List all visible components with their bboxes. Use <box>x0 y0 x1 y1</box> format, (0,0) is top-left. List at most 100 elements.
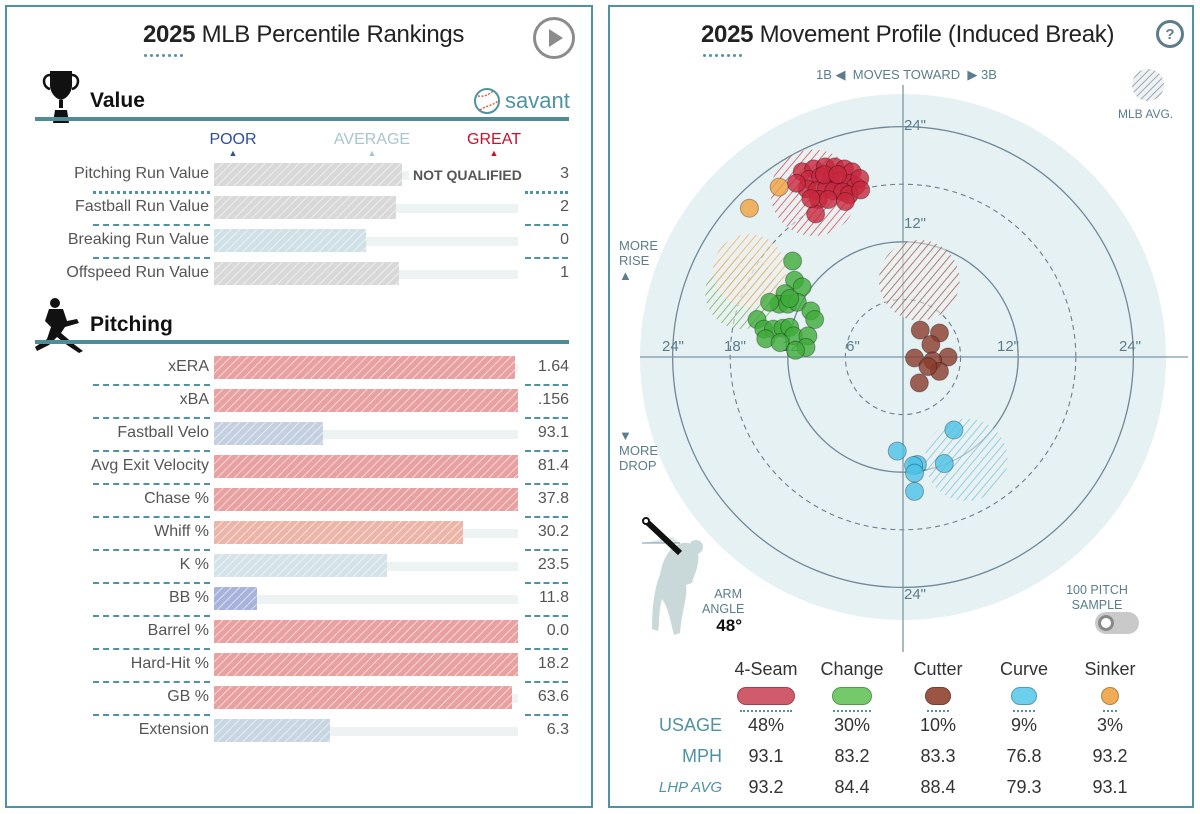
pitch-mph: 83.2 <box>834 746 870 766</box>
pitch-usage: 30% <box>833 715 871 735</box>
toggle-knob <box>1098 615 1114 631</box>
row-divider <box>525 615 568 617</box>
row-divider <box>525 191 568 194</box>
percentile-bar <box>214 389 518 412</box>
pitch-point-change[interactable] <box>783 251 803 271</box>
pitch-point-cutter[interactable] <box>909 373 929 393</box>
pitch-point-4-seam[interactable] <box>801 189 821 209</box>
help-button[interactable]: ? <box>1156 20 1184 48</box>
pitch-column-4-seam[interactable]: 4-Seam 48% 93.1 93.2 <box>721 652 811 802</box>
pitch-point-4-seam[interactable] <box>786 173 806 193</box>
mlb-avg-cutter <box>879 239 960 321</box>
pitch-mph: 83.3 <box>920 746 956 766</box>
metric-row[interactable]: GB % 63.6 <box>7 684 595 717</box>
pitch-point-sinker[interactable] <box>739 198 759 218</box>
pitch-lhp-avg: 93.2 <box>748 777 784 797</box>
metric-row[interactable]: Hard-Hit % 18.2 <box>7 651 595 684</box>
metric-label: BB % <box>168 589 209 606</box>
metric-row[interactable]: Offspeed Run Value 1 <box>7 260 595 293</box>
more-rise-label: MORE RISE ▲ <box>619 238 658 283</box>
pitch-point-sinker[interactable] <box>769 177 789 197</box>
metric-row[interactable]: Chase % 37.8 <box>7 486 595 519</box>
metric-label: Breaking Run Value <box>67 231 209 248</box>
arm-angle-label: ARM ANGLE <box>702 587 745 616</box>
play-button[interactable] <box>533 17 575 59</box>
row-divider <box>93 224 210 226</box>
pitch-point-curve[interactable] <box>934 454 954 474</box>
percentile-bar <box>214 163 402 186</box>
row-divider <box>93 450 210 452</box>
pitch-point-cutter[interactable] <box>921 335 941 355</box>
pitcher-icon <box>35 298 83 353</box>
pitch-point-change[interactable] <box>780 288 800 308</box>
metric-label: Whiff % <box>154 523 209 540</box>
percentile-track <box>214 727 518 736</box>
pitch-usage: 3% <box>1096 715 1123 735</box>
row-divider <box>93 714 210 716</box>
pitch-name: 4-Seam <box>734 659 798 679</box>
pitch-point-cutter[interactable] <box>905 348 925 368</box>
row-divider <box>525 483 568 485</box>
metric-row[interactable]: Avg Exit Velocity 81.4 <box>7 453 595 486</box>
pitch-point-curve[interactable] <box>944 420 964 440</box>
metric-row[interactable]: Barrel % 0.0 <box>7 618 595 651</box>
pitch-point-4-seam[interactable] <box>818 190 838 210</box>
percentile-bar <box>214 356 515 379</box>
metric-row[interactable]: Breaking Run Value 0 <box>7 227 595 260</box>
metric-value: .156 <box>537 391 569 408</box>
pitch-point-4-seam[interactable] <box>835 191 855 211</box>
pitch-point-curve[interactable] <box>905 463 925 483</box>
pitch-point-4-seam[interactable] <box>851 180 871 200</box>
metric-label: xBA <box>179 391 209 408</box>
metric-row[interactable]: BB % 11.8 <box>7 585 595 618</box>
usage-dots <box>833 710 871 712</box>
metric-row[interactable]: xERA 1.64 <box>7 354 595 387</box>
metric-row[interactable]: K % 23.5 <box>7 552 595 585</box>
mlb-avg-sinker <box>712 234 786 308</box>
arm-angle-value: 48° <box>716 616 742 635</box>
pitch-point-curve[interactable] <box>905 481 925 501</box>
arrow-right-icon: ▶ <box>967 67 978 82</box>
usage-dots <box>1013 710 1035 712</box>
metric-row[interactable]: Pitching Run Value 3 NOT QUALIFIED <box>7 161 595 194</box>
ring-label-18-left: 18" <box>724 338 746 355</box>
metric-row[interactable]: xBA .156 <box>7 387 595 420</box>
pitch-point-change[interactable] <box>770 333 790 353</box>
pitch-point-4-seam[interactable] <box>828 165 848 185</box>
metric-value: 1 <box>560 264 569 281</box>
pitch-lhp-avg: 88.4 <box>920 777 956 797</box>
row-divider <box>93 549 210 551</box>
pitch-color-swatch <box>1101 687 1119 705</box>
arm-angle-pitcher-icon <box>642 517 703 635</box>
pitch-point-cutter[interactable] <box>918 357 938 377</box>
metric-row[interactable]: Whiff % 30.2 <box>7 519 595 552</box>
metric-value: 3 <box>560 165 569 182</box>
row-divider <box>93 582 210 584</box>
pitch-point-change[interactable] <box>760 292 780 312</box>
pitch-sample-toggle[interactable] <box>1095 612 1139 634</box>
not-qualified-badge: NOT QUALIFIED <box>409 167 526 183</box>
savant-logo[interactable]: savant <box>473 87 570 115</box>
percentile-title: 2025 MLB Percentile Rankings <box>143 21 465 48</box>
scale-poor: POOR ▲ <box>209 131 257 158</box>
pitch-column-sinker[interactable]: Sinker 3% 93.2 93.1 <box>1065 652 1155 802</box>
row-label-mph: MPH <box>682 746 722 766</box>
pitch-point-change[interactable] <box>785 340 805 360</box>
pitch-point-cutter[interactable] <box>910 320 930 340</box>
metric-row[interactable]: Extension 6.3 <box>7 717 595 750</box>
pitch-column-change[interactable]: Change 30% 83.2 84.4 <box>807 652 897 802</box>
pitch-column-curve[interactable]: Curve 9% 76.8 79.3 <box>979 652 1069 802</box>
sample-toggle-label: 100 PITCH SAMPLE <box>1066 583 1128 612</box>
metric-value: 1.64 <box>537 358 569 375</box>
pitch-column-cutter[interactable]: Cutter 10% 83.3 88.4 <box>893 652 983 802</box>
metric-row[interactable]: Fastball Run Value 2 <box>7 194 595 227</box>
metric-row[interactable]: Fastball Velo 93.1 <box>7 420 595 453</box>
pitch-point-change[interactable] <box>805 310 825 330</box>
arrow-up-icon: ▲ <box>619 268 632 283</box>
percentile-bar <box>214 196 396 219</box>
row-divider <box>525 549 568 551</box>
row-divider <box>93 257 210 259</box>
metric-value: 11.8 <box>539 589 569 606</box>
metric-label: Fastball Velo <box>117 424 209 441</box>
pitch-point-curve[interactable] <box>887 441 907 461</box>
